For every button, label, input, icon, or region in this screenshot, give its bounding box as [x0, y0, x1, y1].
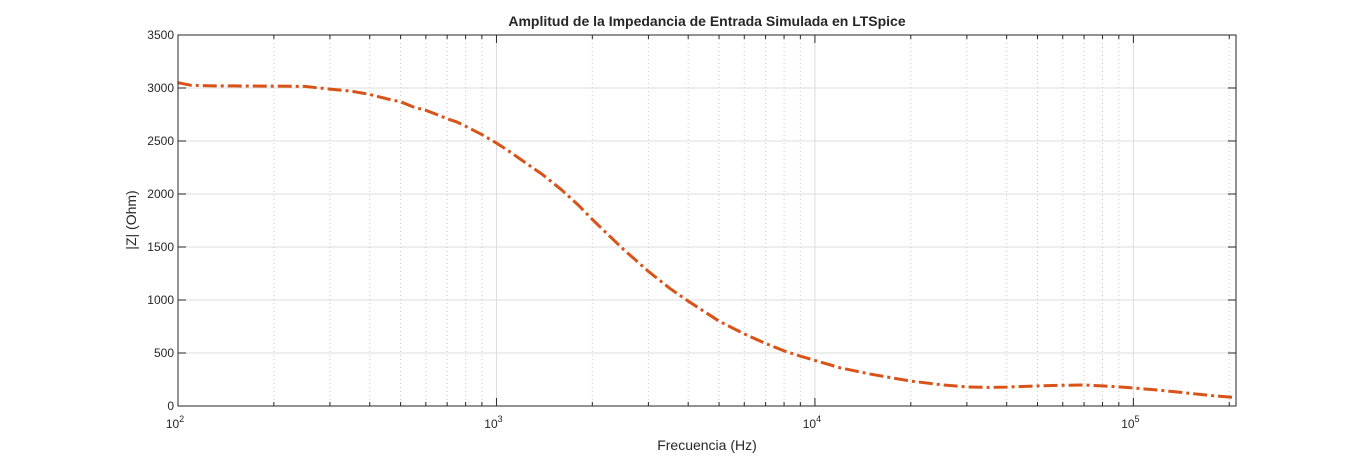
- x-tick-exponent: 5: [1135, 414, 1140, 424]
- y-tick-labels: 0 500 1000 1500 2000 2500 3000 3500: [147, 28, 174, 413]
- y-tick-label: 3000: [147, 81, 174, 95]
- y-tick-label: 1500: [147, 240, 174, 254]
- grid: [177, 35, 1236, 406]
- x-tick-labels: 102 103 104 105: [166, 414, 1140, 431]
- y-axis-label: |Z| (Ohm): [123, 190, 139, 249]
- y-tick-label: 500: [154, 346, 174, 360]
- ticks: [177, 34, 1236, 407]
- x-tick-label: 105: [1121, 414, 1139, 431]
- chart-title: Amplitud de la Impedancia de Entrada Sim…: [508, 13, 905, 29]
- x-tick-exponent: 3: [498, 414, 503, 424]
- x-tick-label: 103: [484, 414, 502, 431]
- series-layer: [177, 81, 1237, 399]
- y-tick-label: 1000: [147, 293, 174, 307]
- y-tick-label: 2500: [147, 134, 174, 148]
- axes-box: [177, 34, 1237, 407]
- x-tick-label: 102: [166, 414, 184, 431]
- x-tick-base: 10: [166, 417, 180, 431]
- x-tick-base: 10: [1121, 417, 1135, 431]
- y-tick-label: 2000: [147, 187, 174, 201]
- y-tick-label: 0: [167, 399, 174, 413]
- x-axis-label: Frecuencia (Hz): [657, 437, 757, 453]
- x-tick-exponent: 2: [179, 414, 184, 424]
- x-tick-label: 104: [803, 414, 821, 431]
- x-tick-base: 10: [803, 417, 817, 431]
- y-tick-label: 3500: [147, 28, 174, 42]
- impedance-series-line: [177, 81, 1237, 399]
- x-tick-exponent: 4: [816, 414, 821, 424]
- x-tick-base: 10: [484, 417, 498, 431]
